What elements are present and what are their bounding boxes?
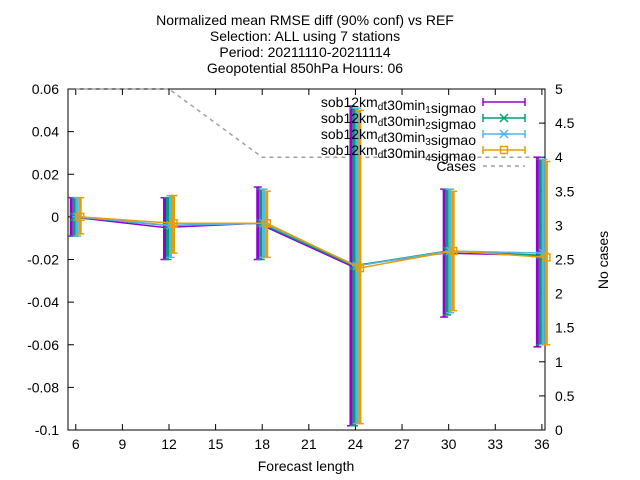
y2-tick-label: 1.5: [555, 320, 575, 336]
legend-label: sob12kmdt30min4sigmao: [321, 142, 476, 164]
series-marker-stroke: [499, 113, 509, 123]
y-tick-label: 0.04: [32, 124, 59, 140]
y2-tick-label: 2: [555, 286, 563, 302]
series-line: [74, 216, 541, 267]
x-tick-label: 30: [441, 436, 457, 452]
x-tick-label: 12: [161, 436, 177, 452]
x-tick-label: 33: [487, 436, 503, 452]
title-line-2: Selection: ALL using 7 stations: [210, 28, 400, 44]
series-marker: [355, 263, 365, 273]
x-tick-label: 15: [208, 436, 224, 452]
series-layer: [67, 105, 551, 427]
y-tick-label: -0.06: [27, 337, 59, 353]
series-line: [71, 216, 538, 267]
series-marker: [262, 219, 271, 228]
y-tick-label: -0.02: [27, 252, 59, 268]
series-marker: [448, 246, 458, 256]
title-line-3: Period: 20211110-20211114: [219, 44, 390, 60]
y2-tick-label: 3: [555, 217, 563, 233]
x-tick-label: 24: [348, 436, 364, 452]
series-marker: [169, 219, 178, 228]
series-marker: [76, 212, 85, 222]
cases-line: [75, 88, 542, 158]
y2-tick-label: 4.5: [555, 115, 575, 131]
y-tick-label: -0.08: [27, 379, 59, 395]
y2-tick-label: 3.5: [555, 183, 575, 199]
y2-axis-label: No cases: [595, 231, 611, 289]
x-tick-label: 9: [118, 436, 126, 452]
x-axis-label: Forecast length: [258, 458, 355, 474]
cases-series: [75, 88, 542, 158]
chart-title: Normalized mean RMSE diff (90% conf) vs …: [156, 12, 454, 76]
title-line-1: Normalized mean RMSE diff (90% conf) vs …: [156, 12, 454, 28]
series-4: [76, 109, 551, 425]
x-tick-label: 27: [394, 436, 410, 452]
y2-tick-label: 2.5: [555, 252, 575, 268]
x-tick-label: 6: [72, 436, 80, 452]
y-tick-label: -0.1: [35, 422, 59, 438]
legend: sob12kmdt30min1sigmaosob12kmdt30min2sigm…: [321, 94, 526, 174]
x-tick-label: 36: [534, 436, 550, 452]
x-axis: 6 9 12 15 18 21 24 27 30 33 36: [72, 89, 550, 452]
x-tick-label: 21: [301, 436, 317, 452]
y2-tick-label: 0.5: [555, 388, 575, 404]
y-tick-label: -0.04: [27, 294, 59, 310]
series-marker: [542, 253, 551, 262]
y2-tick-label: 1: [555, 354, 563, 370]
y2-tick-label: 4: [555, 149, 563, 165]
series-line: [80, 216, 547, 269]
y-tick-label: 0: [51, 209, 59, 225]
series-marker: [499, 145, 509, 155]
y-tick-label: 0.06: [32, 81, 59, 97]
series-3: [72, 107, 549, 425]
y2-tick-label: 5: [555, 81, 563, 97]
legend-label: sob12kmdt30min1sigmao: [321, 94, 476, 116]
legend-label-cases: Cases: [436, 158, 476, 174]
legend-label: sob12kmdt30min3sigmao: [321, 126, 476, 148]
y2-tick-label: 0: [555, 422, 563, 438]
y-tick-label: 0.02: [32, 166, 59, 182]
y-axis: -0.1 -0.08 -0.06 -0.04 -0.02 0 0.02 0.04 0.06: [27, 81, 74, 438]
y2-axis: 0 0.5 1 1.5 2 2.5 3 3.5 4 4.5 5: [539, 81, 575, 438]
legend-label: sob12kmdt30min2sigmao: [321, 110, 476, 132]
title-line-4: Geopotential 850hPa Hours: 06: [207, 60, 403, 76]
x-tick-label: 18: [254, 436, 270, 452]
